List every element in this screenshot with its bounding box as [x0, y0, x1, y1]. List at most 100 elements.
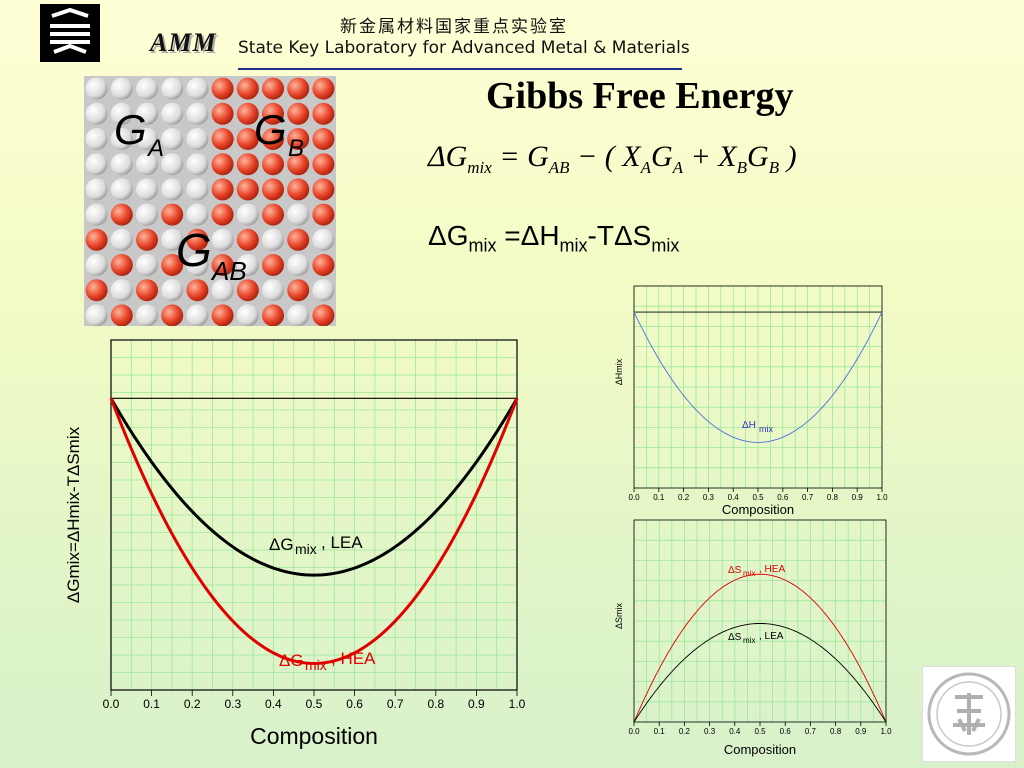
label-gab: G: [176, 224, 212, 276]
x-tick-label: 0.2: [184, 697, 201, 711]
label-gb-sub: B: [288, 135, 304, 162]
atom-b: [211, 254, 234, 276]
x-tick-label: 0.9: [855, 727, 867, 736]
atom-grid: [85, 77, 335, 326]
atom-b: [211, 203, 234, 226]
lea-label-main: ΔG: [269, 535, 294, 554]
atom-a: [136, 128, 158, 150]
eq1-lhs: ΔG: [428, 140, 468, 173]
eq2-b: =ΔH: [496, 220, 560, 251]
atom-a: [262, 228, 284, 251]
atom-a: [136, 203, 158, 226]
enthalpy-chart-xlabel: Composition: [722, 502, 794, 517]
series-line-0: [633, 573, 887, 723]
amm-logo: AMM: [150, 28, 217, 57]
x-tick-label: 0.6: [780, 727, 792, 736]
atom-a: [186, 178, 209, 201]
ds-lea-label-sub: mix: [743, 636, 755, 645]
atom-a: [85, 304, 108, 326]
x-tick-label: 0.9: [852, 493, 864, 502]
atom-b: [161, 304, 184, 326]
label-ga: G: [114, 106, 147, 153]
x-tick-label: 0.2: [679, 727, 691, 736]
logo-mark-icon: [40, 4, 100, 62]
atom-a: [236, 203, 259, 226]
enthalpy-chart-ylabel: ΔHmix: [614, 358, 624, 385]
atom-b: [262, 178, 284, 201]
atom-b: [236, 279, 259, 302]
x-tick-label: 0.1: [653, 493, 665, 502]
x-tick-label: 0.0: [628, 727, 640, 736]
atom-a: [186, 203, 209, 226]
main-gibbs-chart: 0.0 0.1 0.2 0.3 0.4 0.5 0.6 0.7 0.8 0.9 1.0 Compos…: [64, 339, 526, 749]
x-tick-label: 1.0: [876, 493, 888, 502]
atom-b: [312, 128, 335, 150]
institute-logo: [40, 4, 100, 62]
atom-a: [186, 153, 209, 176]
series-line-1: [633, 623, 887, 723]
atom-a: [110, 102, 133, 125]
atom-b: [312, 203, 335, 226]
entropy-chart-ylabel: ΔSmix: [614, 602, 624, 629]
university-seal-icon: [927, 672, 1011, 756]
atom-b: [287, 178, 310, 201]
eq2-a-sub: mix: [468, 235, 497, 256]
atom-a: [312, 279, 335, 302]
atom-b: [211, 178, 234, 201]
hea-label-tail: , HEA: [331, 649, 376, 668]
eq1-term-3: G: [650, 140, 673, 173]
x-tick-label: 0.0: [103, 697, 120, 711]
atom-b: [262, 203, 284, 226]
atom-a: [161, 153, 184, 176]
atom-a: [85, 153, 108, 176]
eq1-term-1: = G: [499, 140, 549, 173]
atom-b: [85, 228, 108, 251]
x-tick-label: 0.1: [654, 727, 666, 736]
atom-a: [287, 304, 310, 326]
x-tick-label: 0.7: [387, 697, 404, 711]
slide-title: Gibbs Free Energy: [486, 75, 794, 117]
atom-b: [287, 102, 310, 125]
gibbs-mixing-equation: ΔGmix = GAB − ( XAGA + XBGB ): [428, 140, 797, 178]
atom-b: [211, 153, 234, 176]
x-tick-label: 0.3: [703, 493, 715, 502]
label-gb: G: [254, 106, 287, 153]
eq1-term-6: ): [779, 140, 797, 173]
atom-b: [211, 102, 234, 125]
atom-a: [186, 77, 209, 100]
atom-b: [136, 279, 158, 302]
atom-a: [85, 128, 108, 150]
x-tick-label: 0.9: [468, 697, 485, 711]
hea-label-sub: mix: [305, 657, 327, 673]
atom-a: [312, 228, 335, 251]
entropy-chart-series: [633, 573, 887, 723]
atom-a: [161, 102, 184, 125]
atom-b: [312, 77, 335, 100]
enthalpy-chart-series: [633, 311, 883, 443]
eq1-term-4-sub: B: [736, 158, 748, 177]
eq1-term-5-sub: B: [768, 158, 780, 177]
atom-a: [186, 304, 209, 326]
atom-b: [110, 254, 133, 276]
atom-b: [186, 228, 209, 251]
atom-lattice-illustration: G A G B G AB: [84, 76, 336, 326]
atom-b: [262, 128, 284, 150]
x-tick-label: 0.5: [754, 727, 766, 736]
atom-b: [262, 304, 284, 326]
x-tick-label: 0.3: [704, 727, 716, 736]
hea-label-main: ΔG: [279, 651, 304, 670]
ds-lea-label-tail: , LEA: [759, 631, 784, 642]
x-tick-label: 0.0: [628, 493, 640, 502]
atom-b: [236, 77, 259, 100]
atom-a: [211, 279, 234, 302]
eq1-term-4: + X: [690, 140, 737, 173]
main-chart-xlabel: Composition: [250, 723, 378, 749]
atom-b: [287, 153, 310, 176]
x-tick-label: 0.4: [728, 493, 740, 502]
dh-label-main: ΔH: [742, 420, 756, 431]
atom-a: [236, 304, 259, 326]
atom-a: [211, 228, 234, 251]
atom-a: [85, 77, 108, 100]
atom-a: [161, 178, 184, 201]
atom-b: [186, 279, 209, 302]
